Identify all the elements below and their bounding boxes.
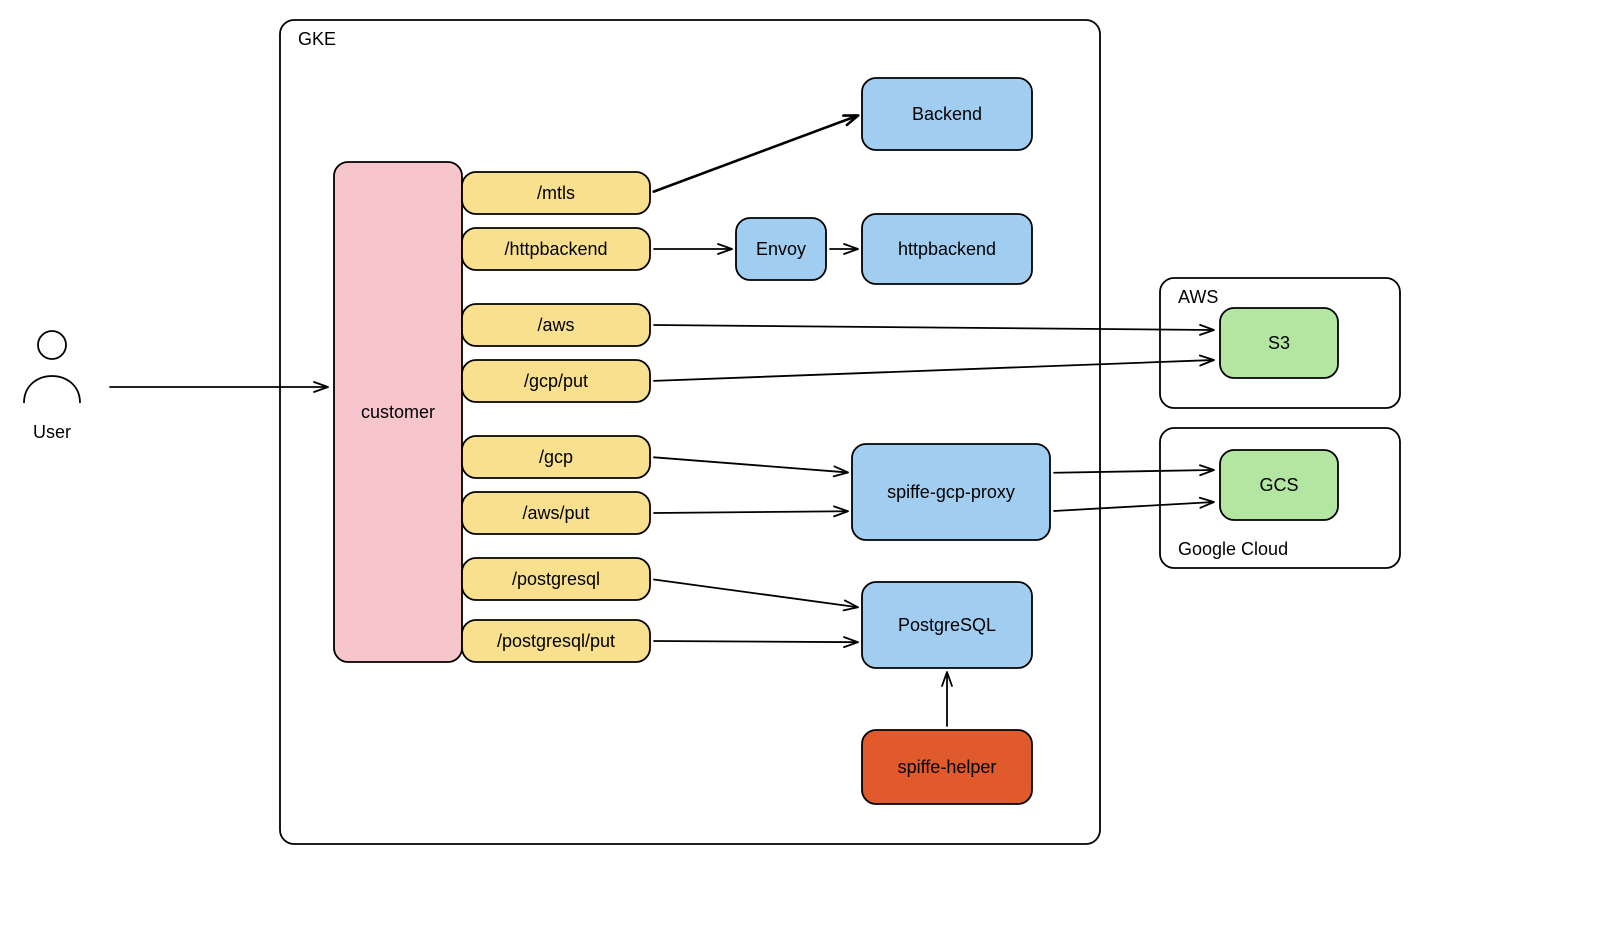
edge	[1054, 498, 1214, 511]
node-label-r_httpbackend: /httpbackend	[504, 239, 607, 259]
node-r_aws: /aws	[462, 304, 650, 346]
node-label-r_postgresql: /postgresql	[512, 569, 600, 589]
edge	[654, 244, 732, 254]
edge	[654, 115, 859, 191]
node-s3: S3	[1220, 308, 1338, 378]
node-httpbackend: httpbackend	[862, 214, 1032, 284]
node-label-customer: customer	[361, 402, 435, 422]
node-label-gcs: GCS	[1259, 475, 1298, 495]
node-r_postgresql: /postgresql	[462, 558, 650, 600]
container-label-aws: AWS	[1178, 287, 1218, 307]
node-r_mtls: /mtls	[462, 172, 650, 214]
node-label-r_aws_put: /aws/put	[522, 503, 589, 523]
edge	[830, 244, 858, 254]
container-label-gcloud: Google Cloud	[1178, 539, 1288, 559]
edge	[654, 325, 1214, 335]
node-r_aws_put: /aws/put	[462, 492, 650, 534]
node-spiffe_proxy: spiffe-gcp-proxy	[852, 444, 1050, 540]
user-label: User	[33, 422, 71, 442]
node-label-backend: Backend	[912, 104, 982, 124]
node-label-r_mtls: /mtls	[537, 183, 575, 203]
edge	[654, 356, 1214, 381]
node-label-postgresql: PostgreSQL	[898, 615, 996, 635]
edge	[654, 637, 858, 647]
user-icon: User	[24, 331, 80, 442]
node-label-envoy: Envoy	[756, 239, 806, 259]
node-r_postgresql_put: /postgresql/put	[462, 620, 650, 662]
edge	[654, 506, 848, 516]
node-label-httpbackend: httpbackend	[898, 239, 996, 259]
node-envoy: Envoy	[736, 218, 826, 280]
node-gcs: GCS	[1220, 450, 1338, 520]
architecture-diagram: GKE AWS Google Cloud User customer/mtls/http…	[0, 0, 1598, 932]
edge	[110, 382, 328, 392]
node-r_gcp_put: /gcp/put	[462, 360, 650, 402]
edge	[1054, 465, 1214, 475]
node-label-s3: S3	[1268, 333, 1290, 353]
node-postgresql: PostgreSQL	[862, 582, 1032, 668]
node-customer: customer	[334, 162, 462, 662]
node-label-spiffe_helper: spiffe-helper	[898, 757, 997, 777]
node-label-r_aws: /aws	[537, 315, 574, 335]
edge	[654, 457, 848, 476]
node-spiffe_helper: spiffe-helper	[862, 730, 1032, 804]
node-label-r_gcp: /gcp	[539, 447, 573, 467]
edge	[942, 672, 952, 726]
node-backend: Backend	[862, 78, 1032, 150]
node-r_gcp: /gcp	[462, 436, 650, 478]
edge	[654, 580, 858, 611]
node-label-spiffe_proxy: spiffe-gcp-proxy	[887, 482, 1015, 502]
node-r_httpbackend: /httpbackend	[462, 228, 650, 270]
node-label-r_postgresql_put: /postgresql/put	[497, 631, 615, 651]
node-label-r_gcp_put: /gcp/put	[524, 371, 588, 391]
container-label-gke: GKE	[298, 29, 336, 49]
